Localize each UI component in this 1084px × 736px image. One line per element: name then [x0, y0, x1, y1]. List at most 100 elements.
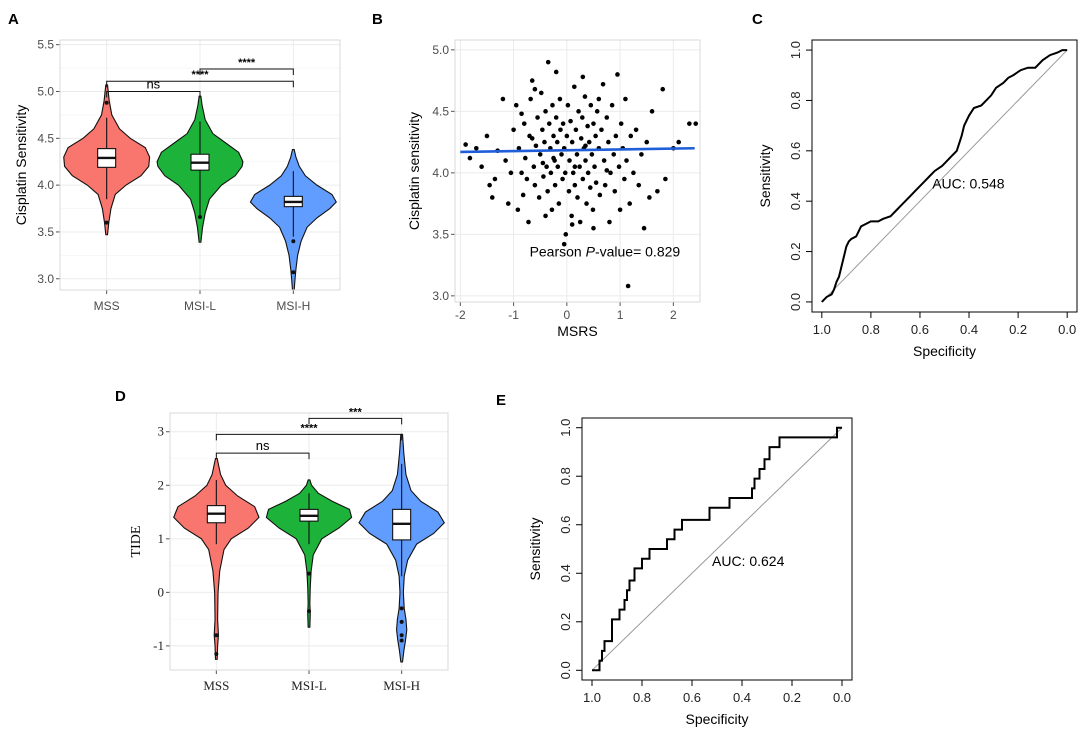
scatter-point — [523, 155, 528, 161]
plot-frame — [811, 39, 1078, 313]
scatter-point — [560, 121, 566, 126]
scatter-point — [556, 201, 562, 206]
scatter-point — [660, 86, 666, 92]
scatter-point — [624, 158, 629, 163]
y-tick-label: 0.2 — [788, 243, 803, 261]
scatter-point — [479, 164, 484, 169]
scatter-point — [463, 142, 468, 147]
y-tick-label: 0.6 — [558, 516, 573, 534]
panel-c-roc-chart: 1.0 0.8 0.6 0.4 0.2 0.0 0.0 0.2 0.4 0.6 0.8 1.0 Spec… — [757, 39, 1078, 359]
significance-bracket — [199, 68, 294, 76]
scatter-point — [516, 145, 522, 151]
outlier-point — [399, 606, 404, 611]
x-tick-label: 0.4 — [960, 322, 978, 337]
reference-diagonal — [821, 49, 1068, 303]
scatter-point — [533, 143, 539, 149]
scatter-point — [587, 185, 593, 190]
y-tick-label: 3.0 — [432, 289, 449, 303]
scatter-point — [569, 139, 575, 145]
scatter-point — [578, 136, 584, 141]
y-tick-label: 0.2 — [558, 613, 573, 631]
y-tick-label: 5.0 — [432, 43, 449, 57]
x-tick-label: 0.6 — [683, 690, 701, 705]
x-tick-label: -2 — [455, 308, 466, 322]
scatter-point — [503, 158, 508, 163]
outlier-point — [291, 239, 296, 244]
scatter-point — [567, 158, 572, 163]
y-tick-label: 0.0 — [788, 293, 803, 311]
x-tick-label: 0.8 — [862, 322, 880, 337]
x-axis-title: Specificity — [685, 711, 748, 727]
scatter-point — [519, 111, 524, 117]
x-tick-label-mss: MSS — [203, 678, 229, 693]
scatter-point — [676, 139, 681, 145]
scatter-point — [611, 152, 617, 157]
x-tick-label: 0 — [564, 308, 571, 322]
y-tick-label: 3.0 — [37, 272, 54, 286]
scatter-point — [553, 69, 559, 75]
y-axis-title: Cisplatin sensitivity — [406, 112, 422, 230]
scatter-point — [566, 188, 572, 194]
scatter-point — [487, 182, 492, 188]
y-axis-title: Sensitivity — [527, 517, 543, 580]
scatter-point — [569, 213, 574, 219]
scatter-point — [600, 81, 606, 87]
scatter-point — [591, 225, 596, 231]
scatter-point — [575, 195, 580, 200]
scatter-point — [585, 170, 591, 176]
scatter-point — [545, 188, 550, 194]
x-axis-title: MSRS — [557, 323, 597, 339]
outlier-point — [104, 100, 109, 105]
x-tick-label: 0.0 — [1058, 322, 1076, 337]
y-tick-label: 1.0 — [558, 419, 573, 437]
x-tick-label-msi-l: MSI-L — [291, 678, 326, 693]
scatter-point — [604, 115, 610, 120]
scatter-point — [590, 207, 596, 213]
scatter-point — [531, 164, 537, 169]
scatter-point — [574, 152, 580, 157]
significance-label: ns — [146, 76, 160, 91]
scatter-point — [519, 170, 524, 176]
scatter-point — [545, 59, 551, 65]
scatter-point — [647, 195, 652, 200]
auc-annotation: AUC: 0.548 — [932, 176, 1005, 192]
outlier-point — [291, 270, 296, 275]
roc-curve — [592, 426, 842, 672]
panel-e-roc-chart: 1.0 0.8 0.6 0.4 0.2 0.0 0.0 0.2 0.4 0.6 0.8 1.0 Spec… — [527, 417, 853, 727]
scatter-point — [542, 139, 547, 145]
scatter-point — [693, 121, 699, 126]
scatter-point — [589, 152, 595, 157]
scatter-point — [625, 283, 631, 289]
scatter-point — [529, 136, 535, 141]
scatter-point — [550, 102, 555, 108]
x-tick-label-msi-h: MSI-H — [383, 678, 420, 693]
regression-line — [460, 146, 695, 154]
scatter-point — [563, 232, 569, 237]
scatter-point — [553, 115, 559, 120]
outlier-point — [399, 619, 404, 624]
significance-label: *** — [349, 406, 363, 418]
scatter-point — [492, 176, 498, 182]
pearson-annotation: Pearson P-value= 0.829 — [530, 243, 681, 259]
outlier-point — [307, 609, 311, 614]
significance-label: ns — [256, 438, 270, 453]
significance-bracket — [215, 433, 403, 441]
scatter-point — [585, 123, 590, 129]
scatter-point — [551, 155, 556, 161]
scatter-point — [617, 207, 623, 213]
scatter-point — [601, 158, 607, 163]
scatter-point — [570, 170, 576, 176]
scatter-point — [540, 127, 545, 133]
scatter-point — [564, 133, 570, 139]
x-tick-label: 1.0 — [583, 690, 601, 705]
outlier-point — [399, 633, 404, 638]
scatter-point — [607, 219, 612, 225]
scatter-point — [604, 168, 610, 173]
scatter-point — [521, 121, 527, 126]
scatter-point — [631, 170, 636, 176]
scatter-point — [627, 201, 632, 206]
scatter-point — [546, 121, 552, 126]
scatter-point — [597, 192, 603, 198]
outlier-point — [104, 220, 109, 225]
